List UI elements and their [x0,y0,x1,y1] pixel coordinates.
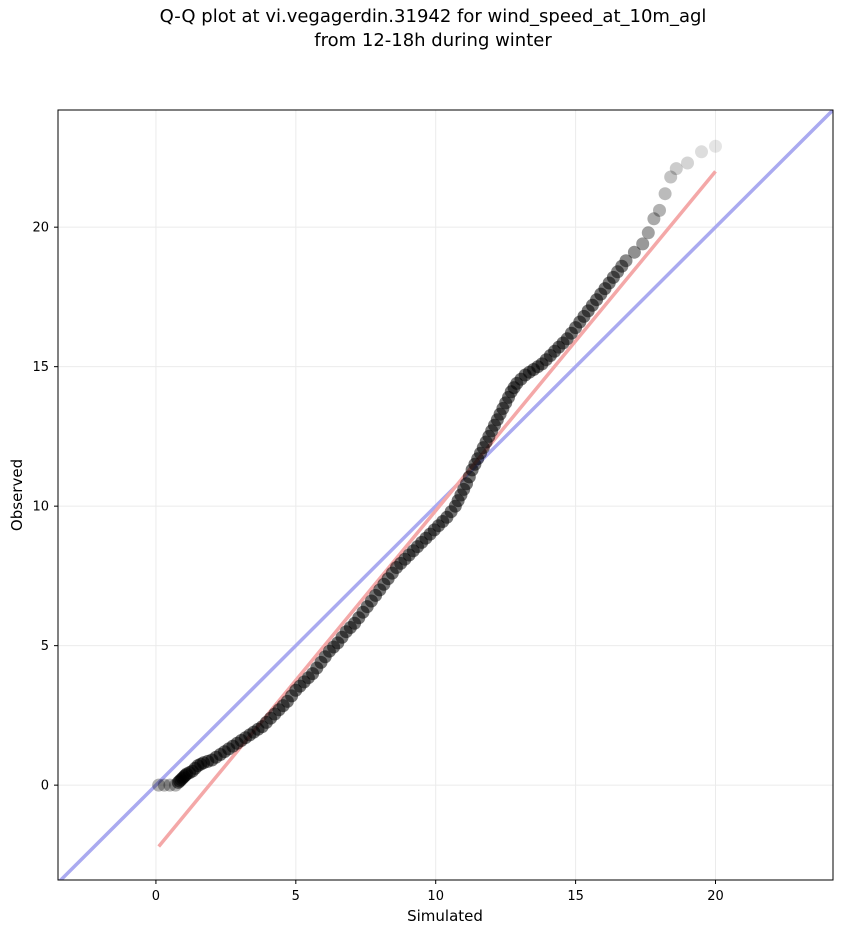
chart-title-line-2: from 12-18h during winter [314,30,552,51]
quantile-point [157,778,171,792]
y-tick-label: 15 [32,360,49,375]
quantile-point [627,245,641,259]
x-tick-label: 5 [292,889,300,904]
quantile-point [695,145,708,159]
y-tick-label: 20 [32,221,49,236]
quantile-point [615,259,629,273]
plot-frame [57,109,834,881]
y-axis-label: Observed [8,459,26,531]
x-axis-label: Simulated [407,907,483,925]
quantile-point [669,162,683,176]
x-tick-label: 0 [152,889,160,904]
quantile-point [658,187,672,201]
quantile-point [619,254,633,268]
quantile-point [641,226,655,240]
axis-ticks: 0 5 10 15 20 0 5 10 15 20 [32,221,723,904]
grid [58,110,833,880]
chart-title-line-1: Q-Q plot at vi.vegagerdin.31942 for wind… [159,6,707,27]
x-tick-label: 10 [427,889,444,904]
quantile-points [152,139,722,792]
quantile-point [681,156,694,170]
y-tick-label: 10 [32,500,49,515]
quantile-point [636,237,650,251]
quantile-point [152,778,166,792]
quantile-point [647,212,661,226]
x-tick-label: 20 [707,889,724,904]
quantile-point [653,203,666,217]
quantile-point [664,170,678,184]
y-tick-label: 5 [41,639,49,654]
quantile-point [709,139,722,153]
x-tick-label: 15 [567,889,584,904]
y-tick-label: 0 [41,779,49,794]
